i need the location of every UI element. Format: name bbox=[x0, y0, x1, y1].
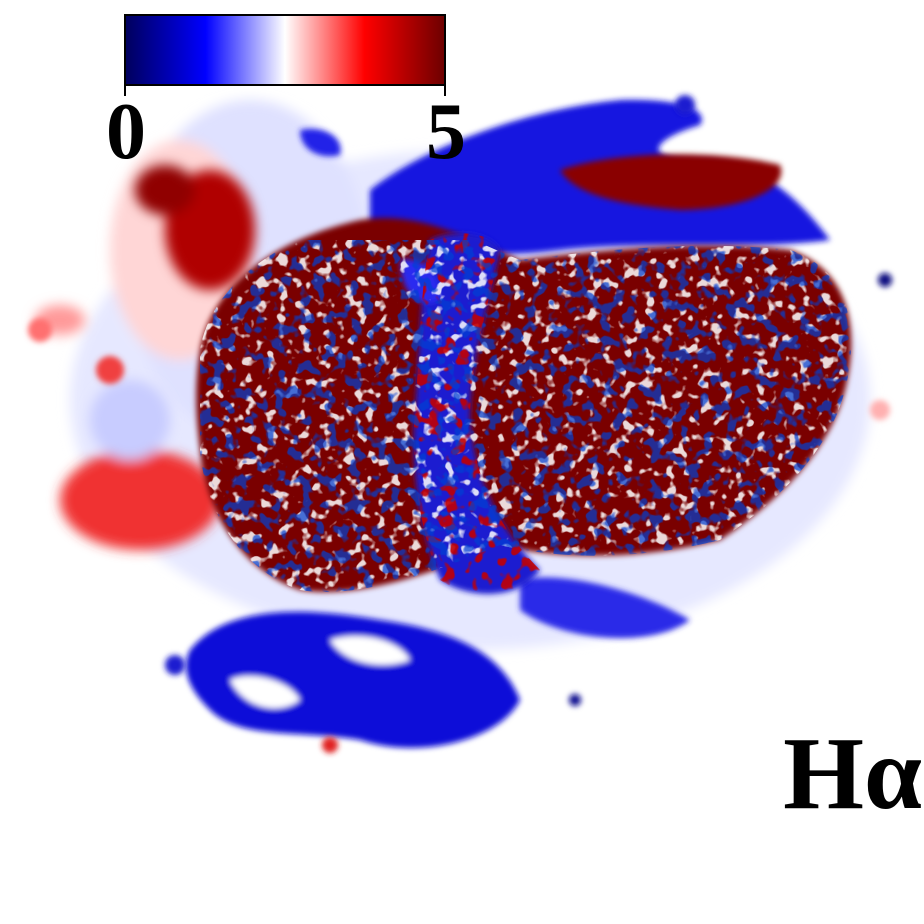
lower-blue-lobe bbox=[186, 577, 690, 748]
colorbar-max-label: 5 bbox=[426, 88, 466, 176]
outlying-clumps bbox=[28, 95, 892, 753]
colorbar bbox=[124, 14, 446, 86]
colorbar-tick-max bbox=[444, 86, 446, 96]
emission-line-label: Hα bbox=[783, 716, 922, 831]
colorbar-tick-min bbox=[124, 86, 126, 96]
colorbar-min-label: 0 bbox=[106, 88, 146, 176]
